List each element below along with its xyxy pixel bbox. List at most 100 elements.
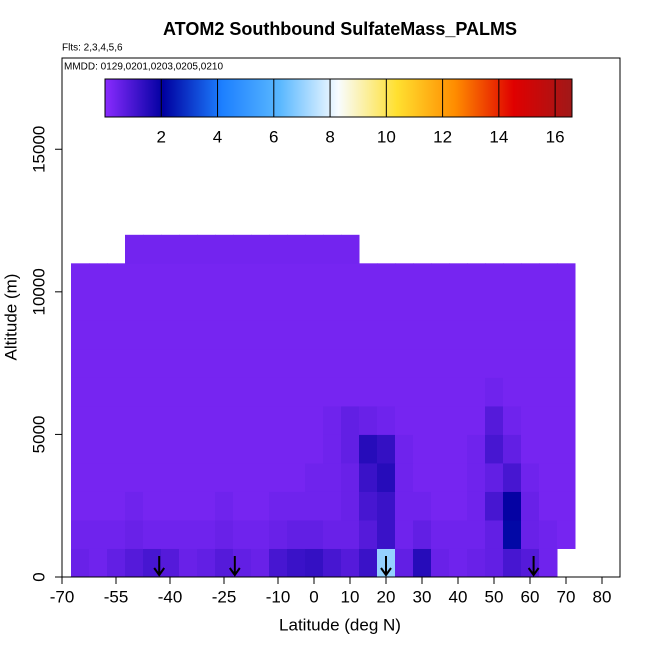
colorbar-segment [553, 79, 555, 117]
heat-cell [503, 348, 522, 378]
colorbar-segment [108, 79, 110, 117]
heat-cell [395, 263, 414, 293]
heat-cell [251, 519, 270, 549]
colorbar-segment [168, 79, 170, 117]
heat-cell [107, 519, 126, 549]
colorbar-segment [142, 79, 144, 117]
colorbar-segment [463, 79, 465, 117]
colorbar-segment [299, 79, 301, 117]
heat-cell [125, 377, 144, 407]
heat-cell [521, 263, 540, 293]
heat-cell [395, 491, 414, 521]
colorbar-segment [236, 79, 238, 117]
colorbar-segment [134, 79, 136, 117]
heat-cell [107, 462, 126, 492]
colorbar-segment [215, 79, 217, 117]
colorbar-segment [339, 79, 341, 117]
heat-cell [269, 405, 288, 435]
colorbar-segment [527, 79, 529, 117]
heat-cell [287, 377, 306, 407]
colorbar-segment [246, 79, 248, 117]
colorbar-segment [309, 79, 311, 117]
colorbar-segment [334, 79, 336, 117]
colorbar-segment [518, 79, 520, 117]
heat-cell [179, 234, 198, 264]
colorbar-segment [239, 79, 241, 117]
heat-cell [215, 462, 234, 492]
colorbar-segment [352, 79, 354, 117]
colorbar-segment [218, 79, 220, 117]
colorbar-segment [241, 79, 243, 117]
heat-cell [161, 519, 180, 549]
heat-cell [197, 405, 216, 435]
colorbar-segment [257, 79, 259, 117]
colorbar-segment [373, 79, 375, 117]
heat-cell [449, 377, 468, 407]
colorbar-segment [234, 79, 236, 117]
heat-cell [377, 519, 396, 549]
colorbar-segment [461, 79, 463, 117]
colorbar-segment [448, 79, 450, 117]
colorbar-segment [341, 79, 343, 117]
colorbar-segment [160, 79, 162, 117]
colorbar-segment [568, 79, 570, 117]
colorbar-segment [439, 79, 441, 117]
colorbar-segment [384, 79, 386, 117]
heat-cell [539, 291, 558, 321]
colorbar-segment [122, 79, 124, 117]
heat-cell [71, 548, 90, 578]
colorbar-segment [545, 79, 547, 117]
colorbar-segment [328, 79, 330, 117]
heat-cell [215, 348, 234, 378]
colorbar-segment [220, 79, 222, 117]
heat-cell [539, 548, 558, 578]
heat-cell [233, 491, 252, 521]
colorbar-segment [141, 79, 143, 117]
colorbar-segment [106, 79, 108, 117]
heat-cell [467, 405, 486, 435]
colorbar-segment [522, 79, 524, 117]
colorbar-segment [421, 79, 423, 117]
colorbar-segment [375, 79, 377, 117]
colorbar-segment [249, 79, 251, 117]
x-tick-label: 0 [309, 587, 318, 606]
colorbar-segment [490, 79, 492, 117]
colorbar-segment [364, 79, 366, 117]
x-tick-label: -55 [104, 587, 129, 606]
heat-cell [179, 548, 198, 578]
heat-cell [431, 377, 450, 407]
heat-cell [539, 519, 558, 549]
colorbar-segment [403, 79, 405, 117]
colorbar-segment [495, 79, 497, 117]
heat-cell [503, 434, 522, 464]
colorbar-segment [389, 79, 391, 117]
colorbar-segment [471, 79, 473, 117]
heat-cell [431, 291, 450, 321]
colorbar-segment [291, 79, 293, 117]
heat-cell [305, 405, 324, 435]
heat-cell [89, 519, 108, 549]
colorbar-segment [400, 79, 402, 117]
heat-cell [539, 491, 558, 521]
heat-cell [143, 291, 162, 321]
colorbar-segment [277, 79, 279, 117]
heat-cell [125, 405, 144, 435]
heat-cell [197, 263, 216, 293]
colorbar-segment [303, 79, 305, 117]
heat-cell [521, 491, 540, 521]
heat-cell [233, 320, 252, 350]
heat-cell [503, 263, 522, 293]
colorbar-segment [254, 79, 256, 117]
colorbar-segment [487, 79, 489, 117]
heat-cell [413, 548, 432, 578]
colorbar-segment [105, 79, 107, 117]
heat-cell [107, 348, 126, 378]
colorbar-segment [474, 79, 476, 117]
heat-cell [557, 434, 576, 464]
colorbar-segment [316, 79, 318, 117]
colorbar-segment [455, 79, 457, 117]
colorbar-segment [145, 79, 147, 117]
heat-cell [377, 377, 396, 407]
colorbar-segment [551, 79, 553, 117]
heat-cell [431, 548, 450, 578]
